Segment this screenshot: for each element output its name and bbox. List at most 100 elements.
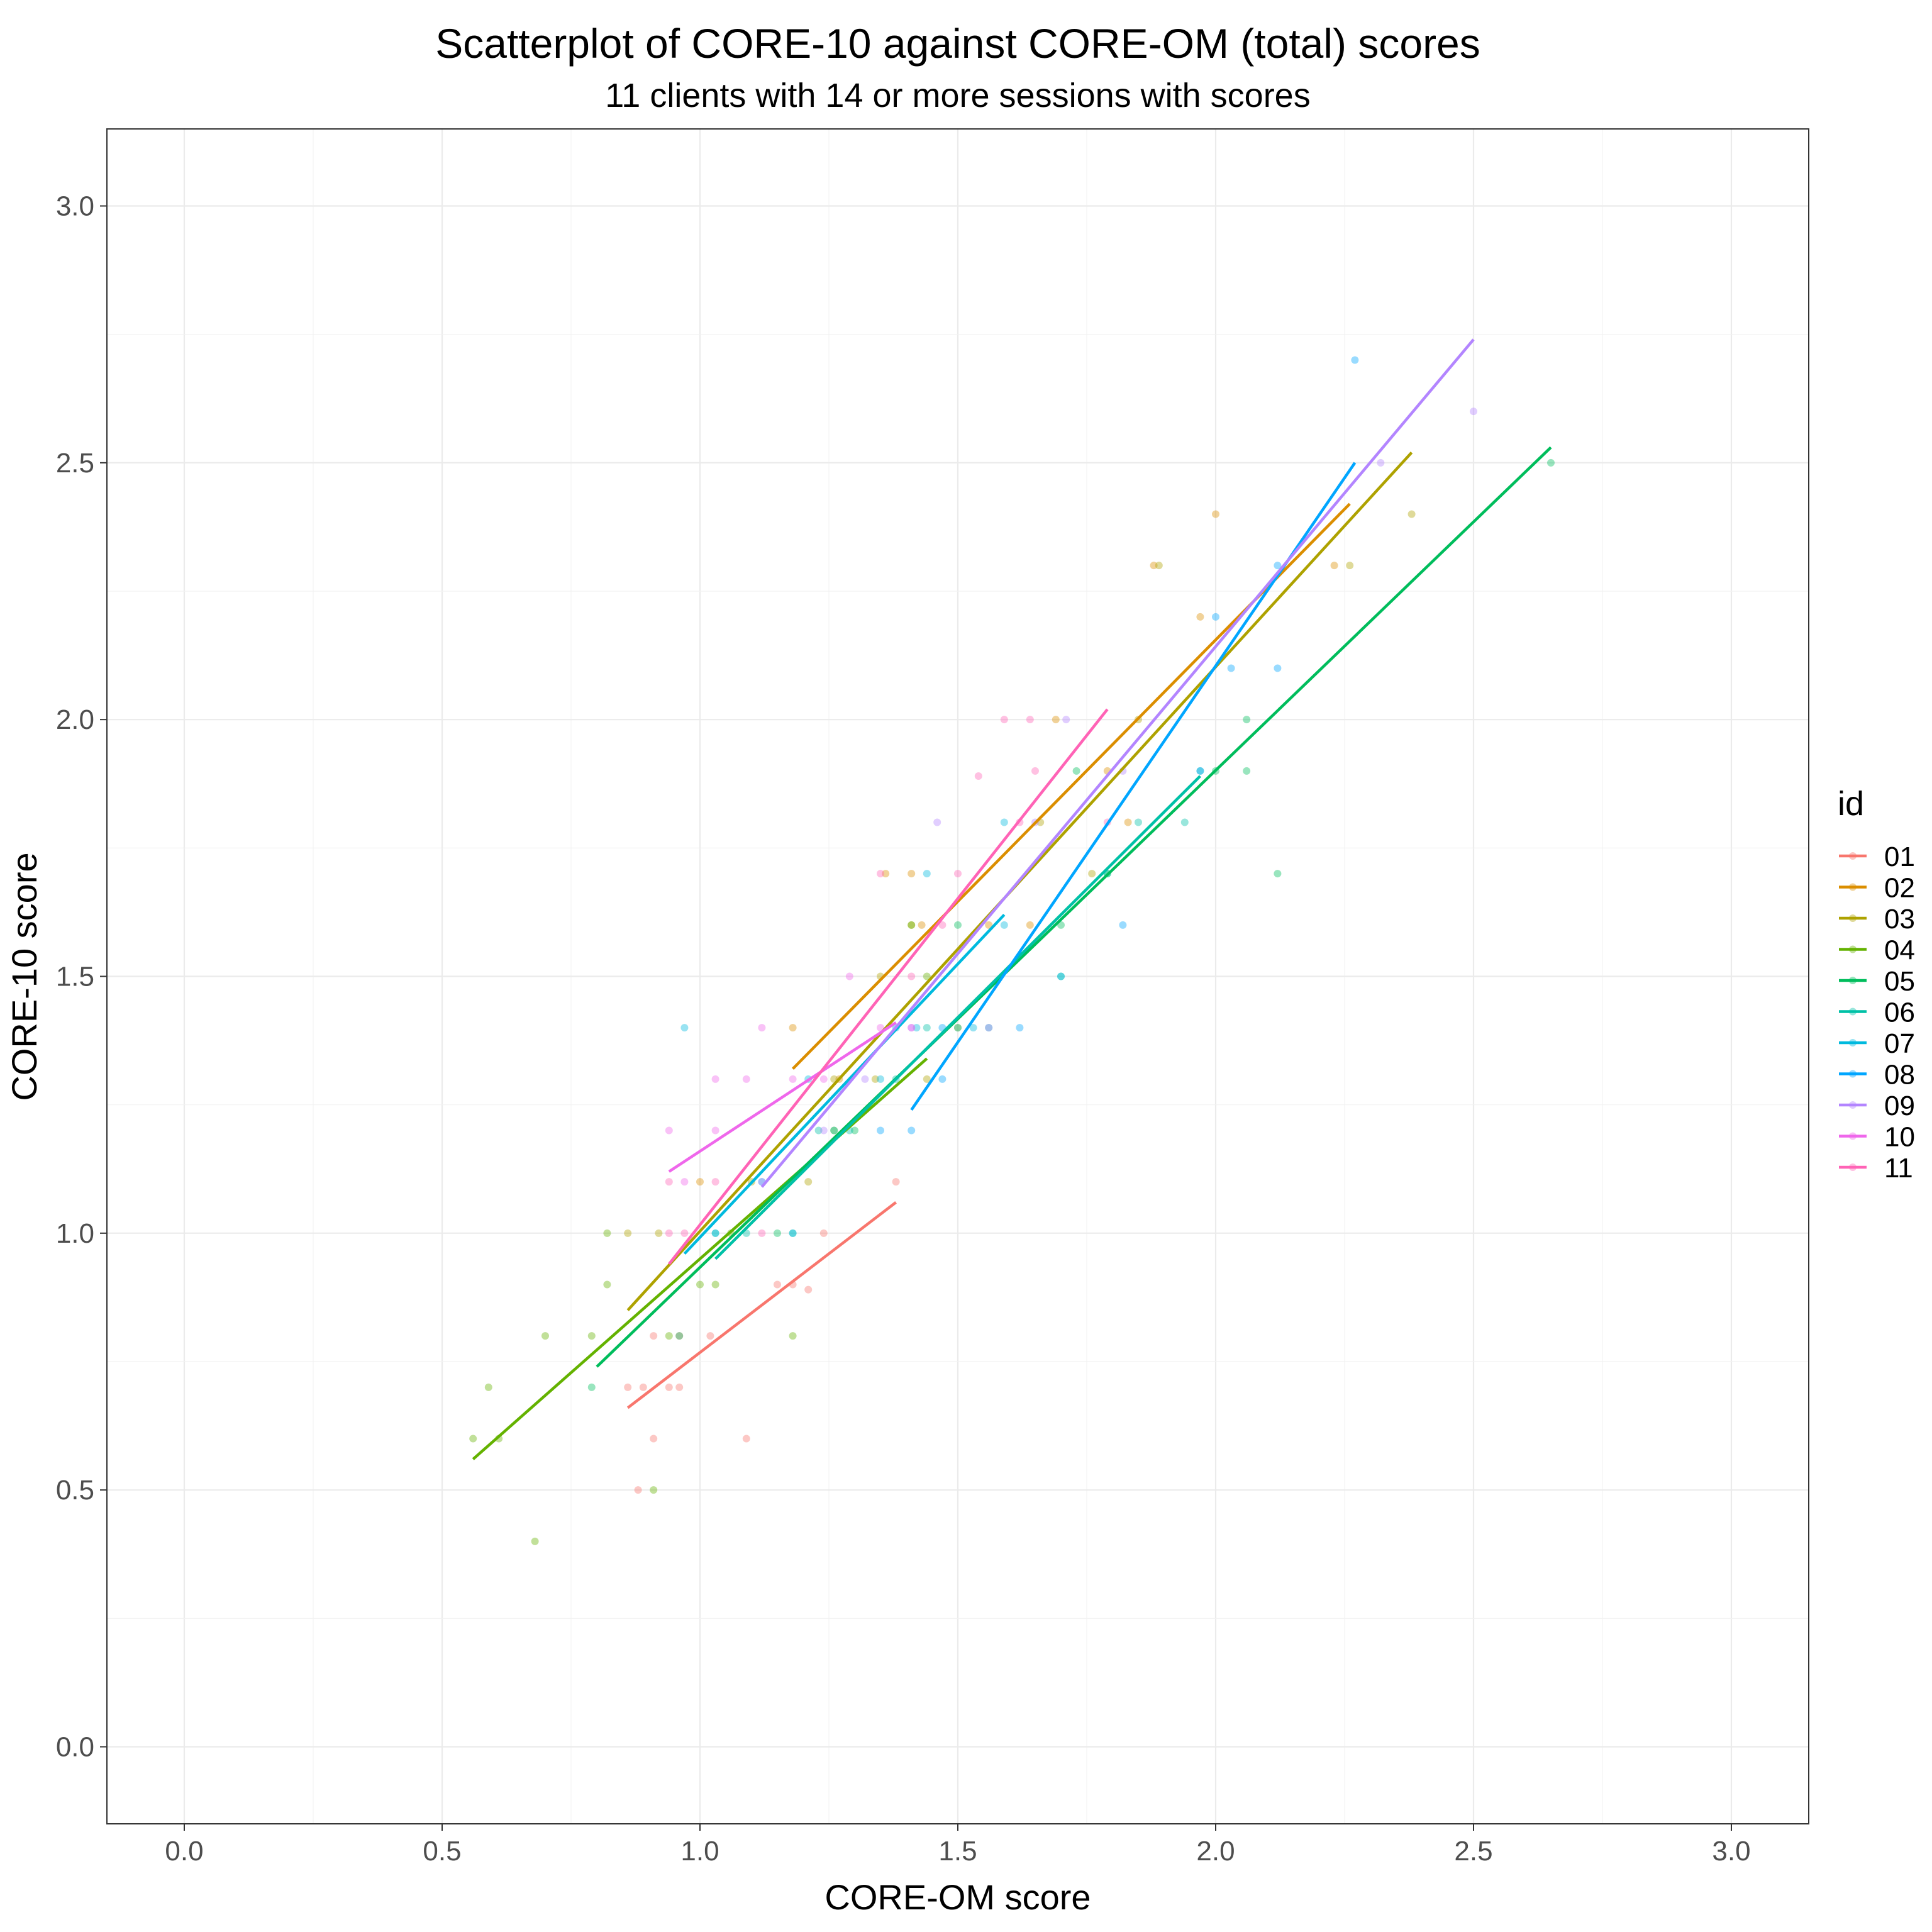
data-point-06 [830, 1126, 838, 1135]
data-point-04 [665, 1332, 673, 1340]
data-point-04 [923, 972, 931, 980]
data-point-11 [974, 772, 982, 780]
data-point-09 [933, 818, 941, 826]
legend-point-06 [1849, 1008, 1857, 1016]
data-point-08 [877, 1126, 884, 1135]
legend-point-02 [1849, 883, 1857, 891]
data-point-05 [954, 921, 962, 929]
data-point-11 [665, 1178, 673, 1186]
data-point-05 [1072, 767, 1080, 775]
data-point-08 [1196, 767, 1204, 775]
data-point-09 [1470, 408, 1477, 416]
x-tick-label: 3.0 [1712, 1836, 1750, 1867]
data-point-02 [1026, 921, 1034, 929]
x-tick-label: 2.0 [1196, 1836, 1235, 1867]
data-point-02 [1124, 818, 1132, 826]
data-point-08 [1274, 562, 1282, 570]
data-point-02 [1150, 562, 1158, 570]
data-point-03 [1346, 562, 1354, 570]
data-point-09 [1377, 458, 1385, 467]
data-point-07 [789, 1229, 797, 1237]
data-point-08 [1212, 613, 1219, 621]
data-point-07 [711, 1229, 719, 1237]
chart-title: Scatterplot of CORE-10 against CORE-OM (… [435, 20, 1480, 67]
regression-lines [472, 338, 1552, 1460]
data-point-07 [969, 1024, 977, 1032]
legend-point-07 [1849, 1039, 1857, 1046]
x-tick-label: 1.5 [938, 1836, 977, 1867]
chart-subtitle: 11 clients with 14 or more sessions with… [605, 77, 1310, 114]
data-point-04 [696, 1280, 704, 1289]
x-axis-title: CORE-OM score [824, 1877, 1091, 1917]
x-tick-label: 2.5 [1454, 1836, 1492, 1867]
data-point-04 [650, 1486, 658, 1494]
data-point-09 [985, 1024, 993, 1032]
data-point-11 [665, 1229, 673, 1237]
data-point-04 [541, 1332, 549, 1340]
legend-label-05: 05 [1884, 966, 1915, 997]
x-tick-label: 0.0 [165, 1836, 203, 1867]
data-point-01 [665, 1383, 673, 1391]
data-point-02 [985, 921, 993, 929]
data-point-06 [954, 1024, 962, 1032]
axes: 0.0 0.5 1.0 1.5 2.0 2.5 3.0 0.0 0.5 1.0 1.5 2.0 2.5 3… [56, 191, 1751, 1867]
data-point-05 [774, 1229, 781, 1237]
data-point-11 [1000, 716, 1008, 724]
fit-line-01 [626, 1201, 897, 1409]
data-point-07 [923, 870, 931, 878]
data-point-10 [758, 1024, 766, 1032]
data-point-03 [871, 1075, 879, 1083]
data-point-11 [711, 1178, 719, 1186]
data-point-04 [603, 1229, 611, 1237]
data-point-05 [1243, 767, 1251, 775]
data-point-11 [1031, 767, 1039, 775]
data-point-01 [819, 1229, 828, 1237]
fit-line-06 [714, 775, 1201, 1260]
data-point-11 [1026, 716, 1034, 724]
data-point-04 [830, 1126, 838, 1135]
data-point-09 [861, 1075, 869, 1083]
data-point-06 [1180, 818, 1189, 826]
data-point-09 [1062, 716, 1070, 724]
legend-point-05 [1849, 977, 1857, 984]
y-tick-label: 0.5 [56, 1475, 94, 1506]
data-point-04 [531, 1537, 539, 1545]
y-tick-label: 2.5 [56, 448, 94, 479]
data-point-03 [1407, 510, 1416, 518]
data-point-08 [938, 1075, 947, 1083]
legend-label-08: 08 [1884, 1060, 1915, 1091]
data-point-05 [851, 1126, 858, 1135]
legend-label-01: 01 [1884, 841, 1915, 872]
legend-point-01 [1849, 852, 1857, 860]
legend-point-08 [1849, 1070, 1857, 1078]
data-point-08 [1119, 921, 1127, 929]
data-point-03 [923, 1075, 931, 1083]
legend-label-07: 07 [1884, 1028, 1915, 1059]
data-point-02 [908, 870, 916, 878]
y-axis-title: CORE-10 score [4, 852, 44, 1101]
fit-line-11 [668, 708, 1109, 1265]
legend-label-10: 10 [1884, 1122, 1915, 1153]
legend-label-11: 11 [1884, 1153, 1913, 1184]
data-point-10 [711, 1126, 719, 1135]
x-tick-label: 1.0 [680, 1836, 719, 1867]
legend-point-10 [1849, 1132, 1857, 1140]
data-point-04 [908, 921, 916, 929]
data-point-06 [814, 1126, 823, 1135]
data-point-11 [954, 870, 962, 878]
data-point-02 [696, 1178, 704, 1186]
data-point-10 [819, 1075, 828, 1083]
data-point-03 [1155, 562, 1163, 570]
data-point-01 [742, 1435, 750, 1443]
y-tick-label: 1.0 [56, 1218, 94, 1249]
data-point-07 [1000, 921, 1008, 929]
fit-line-10 [668, 1021, 897, 1173]
data-point-09 [908, 1024, 916, 1032]
data-point-10 [665, 1126, 673, 1135]
data-point-11 [680, 1229, 689, 1237]
data-point-02 [789, 1024, 797, 1032]
data-point-07 [680, 1024, 689, 1032]
y-tick-label: 3.0 [56, 191, 94, 222]
data-point-01 [650, 1332, 658, 1340]
